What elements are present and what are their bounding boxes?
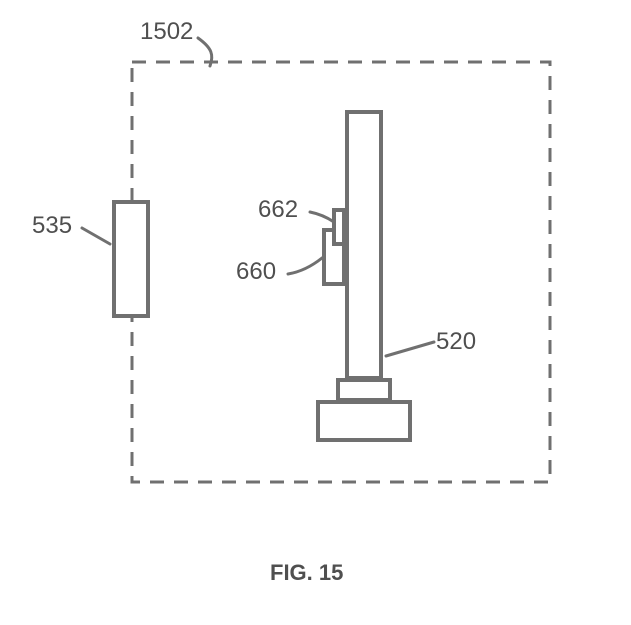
label-660: 660: [236, 258, 276, 286]
enclosure-1502: [0, 0, 631, 625]
antenna-base-lower: [316, 400, 412, 442]
figure-caption: FIG. 15: [270, 560, 343, 586]
label-1502: 1502: [140, 18, 193, 46]
label-662: 662: [258, 196, 298, 224]
antenna-shaft-520: [345, 110, 383, 380]
antenna-base-upper: [336, 378, 392, 402]
block-535: [112, 200, 150, 318]
label-535: 535: [32, 212, 72, 240]
figure-canvas: 1502 535 662 660 520 FIG. 15: [0, 0, 631, 625]
antenna-step-662: [332, 208, 346, 246]
label-520: 520: [436, 328, 476, 356]
